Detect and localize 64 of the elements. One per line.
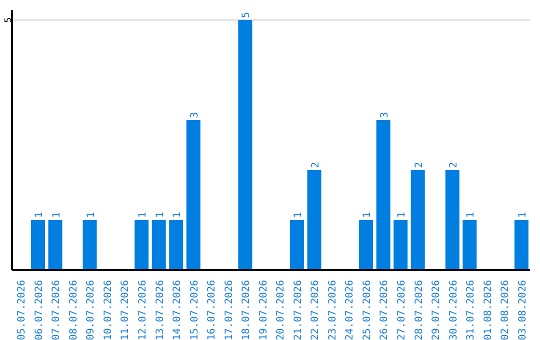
bar [359,220,374,270]
data-label: 1 [292,212,304,218]
x-tick-label: 10.07.2026 [102,280,114,340]
x-tick-label: 29.07.2026 [431,280,442,340]
x-tick-label: 01.08.2026 [482,280,494,340]
data-label: 1 [34,212,45,218]
data-label: 3 [379,112,390,118]
bar [169,220,184,270]
x-tick-label: 30.07.2026 [448,280,460,340]
data-label: 1 [362,212,374,218]
bar [394,220,408,270]
bar [410,170,425,270]
x-tick-label: 21.07.2026 [292,280,304,340]
bar [445,170,460,270]
bar [48,220,62,270]
data-label: 1 [51,212,62,218]
x-tick-label: 22.07.2026 [310,280,322,340]
data-label: 2 [414,162,425,168]
x-tick-label: 20.07.2026 [276,280,287,340]
data-label: 2 [310,162,322,168]
data-label: 2 [448,162,460,168]
bar [238,20,252,270]
bar [290,220,304,270]
data-label: 1 [396,212,408,218]
data-label: 1 [86,212,97,218]
x-tick-label: 12.07.2026 [138,280,148,340]
x-tick-label: 15.07.2026 [189,280,200,340]
x-tick-label: 09.07.2026 [86,280,97,340]
x-tick-label: 05.07.2026 [16,280,28,340]
bar [82,220,97,270]
x-tick-label: 28.07.2026 [414,280,425,340]
x-tick-label: 27.07.2026 [396,280,408,340]
x-tick-label: 26.07.2026 [379,280,390,340]
x-tick-label: 16.07.2026 [206,280,218,340]
data-label: 1 [466,212,477,218]
data-label: 1 [154,212,166,218]
bar [186,120,200,270]
x-tick-label: 06.07.2026 [34,280,45,340]
x-tick-label: 11.07.2026 [120,280,132,340]
x-tick-label: 17.07.2026 [224,280,235,340]
data-label: 1 [517,212,528,218]
bar [307,170,322,270]
data-label: 5 [241,12,252,18]
bar [462,220,477,270]
x-tick-label: 03.08.2026 [517,280,528,340]
bar [30,220,45,270]
x-tick-label: 07.07.2026 [51,280,62,340]
bar [376,120,390,270]
bar [152,220,166,270]
data-label: 1 [172,212,184,218]
x-tick-label: 13.07.2026 [154,280,166,340]
x-tick-label: 02.08.2026 [500,280,512,340]
x-tick-label: 19.07.2026 [258,280,270,340]
x-tick-label: 18.07.2026 [241,280,252,340]
x-tick-label: 25.07.2026 [362,280,373,340]
x-tick-label: 31.07.2026 [466,280,477,340]
x-tick-label: 14.07.2026 [172,280,184,340]
bar [514,220,528,270]
data-label: 3 [189,112,200,118]
x-tick-label: 24.07.2026 [344,280,356,340]
x-tick-label: 23.07.2026 [327,280,338,340]
bar [134,220,149,270]
data-label: 1 [138,212,149,218]
x-tick-label: 08.07.2026 [68,280,80,340]
